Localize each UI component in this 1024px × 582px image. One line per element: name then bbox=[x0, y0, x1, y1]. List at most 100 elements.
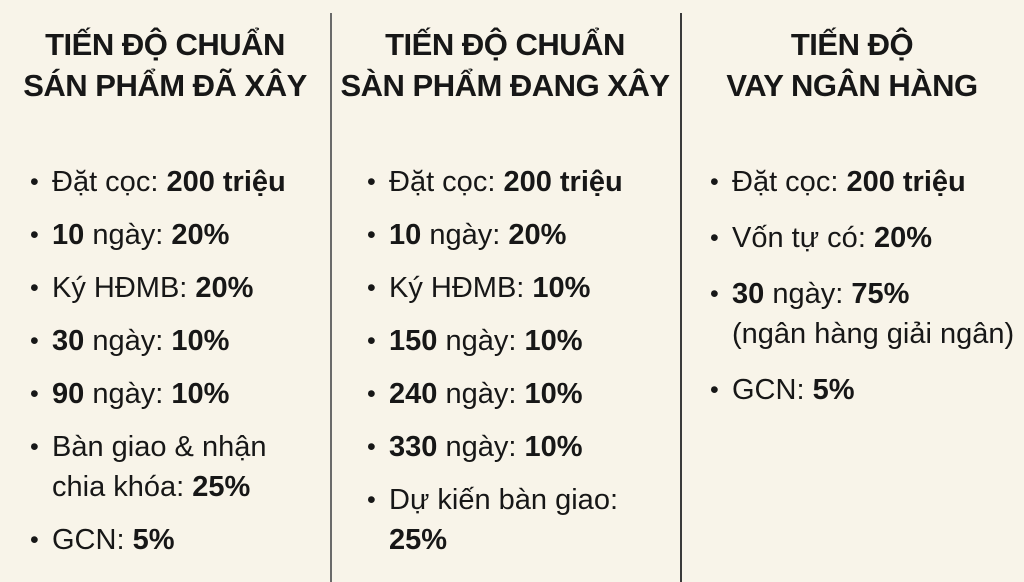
panel-standard-built: TIẾN ĐỘ CHUẨN SÁN PHẨM ĐÃ XÂY • Đặt cọc:… bbox=[0, 0, 330, 582]
schedule-item: • 10 ngày: 20% bbox=[30, 215, 330, 255]
item-number: 240 bbox=[389, 378, 438, 410]
schedule-list: • Đặt cọc: 200 triệu • 10 ngày: 20% • Ký… bbox=[0, 162, 330, 560]
item-number: 150 bbox=[389, 325, 438, 357]
schedule-item: • 30 ngày: 10% bbox=[30, 321, 330, 361]
item-value: 10% bbox=[171, 325, 230, 357]
item-text: Dự kiến bàn giao: 25% bbox=[389, 480, 680, 560]
item-label: ngày: bbox=[772, 278, 844, 310]
item-text: Ký HĐMB: 20% bbox=[52, 268, 330, 308]
item-label: chia khóa: bbox=[52, 471, 185, 503]
item-label: GCN: bbox=[52, 524, 125, 556]
bullet-icon: • bbox=[30, 274, 39, 302]
schedule-item: • Đặt cọc: 200 triệu bbox=[710, 162, 1024, 202]
item-text: GCN: 5% bbox=[732, 370, 1024, 410]
schedule-item: • 240 ngày: 10% bbox=[367, 374, 680, 414]
item-number: 10 bbox=[389, 219, 422, 251]
item-text: 240 ngày: 10% bbox=[389, 374, 680, 414]
schedule-item: • Vốn tự có: 20% bbox=[710, 218, 1024, 258]
panel-bank-loan: TIẾN ĐỘ VAY NGÂN HÀNG • Đặt cọc: 200 tri… bbox=[680, 0, 1024, 582]
item-label: ngày: bbox=[92, 325, 164, 357]
item-line-2: chia khóa: 25% bbox=[52, 467, 330, 507]
title-line-2: VAY NGÂN HÀNG bbox=[726, 68, 978, 103]
item-text: 150 ngày: 10% bbox=[389, 321, 680, 361]
bullet-icon: • bbox=[30, 380, 39, 408]
item-value: 10% bbox=[524, 431, 583, 463]
item-value: 10% bbox=[524, 325, 583, 357]
item-line-1: Dự kiến bàn giao: bbox=[389, 480, 680, 520]
item-number: 330 bbox=[389, 431, 438, 463]
schedule-list: • Đặt cọc: 200 triệu • 10 ngày: 20% • Ký… bbox=[330, 162, 680, 560]
item-text: 10 ngày: 20% bbox=[52, 215, 330, 255]
item-line-1: Bàn giao & nhận bbox=[52, 427, 330, 467]
item-value: 10% bbox=[532, 272, 591, 304]
item-value: 20% bbox=[171, 219, 230, 251]
item-label: ngày: bbox=[445, 431, 517, 463]
column-divider-1 bbox=[330, 13, 332, 582]
bullet-icon: • bbox=[710, 168, 719, 196]
item-value: 200 triệu bbox=[846, 166, 966, 198]
schedule-item: • Ký HĐMB: 10% bbox=[367, 268, 680, 308]
item-value: 75% bbox=[851, 278, 910, 310]
item-label: Ký HĐMB: bbox=[52, 272, 188, 304]
item-text: 10 ngày: 20% bbox=[389, 215, 680, 255]
item-value: 5% bbox=[132, 524, 175, 556]
column-divider-2 bbox=[680, 13, 682, 582]
bullet-icon: • bbox=[30, 327, 39, 355]
item-note: (ngân hàng giải ngân) bbox=[732, 318, 1015, 350]
bullet-icon: • bbox=[710, 376, 719, 404]
schedule-item: • 150 ngày: 10% bbox=[367, 321, 680, 361]
bullet-icon: • bbox=[30, 433, 39, 461]
item-line-1: 30 ngày: 75% bbox=[732, 274, 1024, 314]
bullet-icon: • bbox=[367, 380, 376, 408]
item-value: 200 triệu bbox=[166, 166, 286, 198]
panel-title: TIẾN ĐỘ VAY NGÂN HÀNG bbox=[680, 24, 1024, 106]
item-number: 30 bbox=[732, 278, 765, 310]
schedule-item: • 10 ngày: 20% bbox=[367, 215, 680, 255]
panel-title: TIẾN ĐỘ CHUẨN SÀN PHẨM ĐANG XÂY bbox=[330, 24, 680, 106]
schedule-item: • 90 ngày: 10% bbox=[30, 374, 330, 414]
item-line-2: (ngân hàng giải ngân) bbox=[732, 314, 1024, 354]
item-label: Bàn giao & nhận bbox=[52, 431, 267, 463]
item-text: Ký HĐMB: 10% bbox=[389, 268, 680, 308]
item-value: 20% bbox=[508, 219, 567, 251]
item-label: Dự kiến bàn giao: bbox=[389, 484, 618, 516]
item-number: 10 bbox=[52, 219, 85, 251]
item-text: 30 ngày: 75% (ngân hàng giải ngân) bbox=[732, 274, 1024, 354]
item-text: Đặt cọc: 200 triệu bbox=[389, 162, 680, 202]
item-number: 30 bbox=[52, 325, 85, 357]
item-label: ngày: bbox=[429, 219, 501, 251]
item-text: 330 ngày: 10% bbox=[389, 427, 680, 467]
item-value: 200 triệu bbox=[503, 166, 623, 198]
bullet-icon: • bbox=[30, 168, 39, 196]
title-line-2: SÀN PHẨM ĐANG XÂY bbox=[340, 68, 670, 103]
bullet-icon: • bbox=[710, 280, 719, 308]
item-value: 20% bbox=[195, 272, 254, 304]
schedule-item: • 330 ngày: 10% bbox=[367, 427, 680, 467]
schedule-list: • Đặt cọc: 200 triệu • Vốn tự có: 20% • … bbox=[680, 162, 1024, 410]
item-label: ngày: bbox=[445, 325, 517, 357]
item-value: 25% bbox=[192, 471, 251, 503]
title-line-1: TIẾN ĐỘ CHUẨN bbox=[45, 27, 285, 62]
panel-title: TIẾN ĐỘ CHUẨN SÁN PHẨM ĐÃ XÂY bbox=[0, 24, 330, 106]
bullet-icon: • bbox=[30, 526, 39, 554]
schedule-item: • Bàn giao & nhận chia khóa: 25% bbox=[30, 427, 330, 507]
item-label: Đặt cọc: bbox=[52, 166, 159, 198]
item-number: 90 bbox=[52, 378, 85, 410]
bullet-icon: • bbox=[367, 221, 376, 249]
item-label: Đặt cọc: bbox=[389, 166, 496, 198]
item-text: Bàn giao & nhận chia khóa: 25% bbox=[52, 427, 330, 507]
item-text: Đặt cọc: 200 triệu bbox=[52, 162, 330, 202]
item-value: 10% bbox=[524, 378, 583, 410]
item-text: Đặt cọc: 200 triệu bbox=[732, 162, 1024, 202]
item-label: Đặt cọc: bbox=[732, 166, 839, 198]
bullet-icon: • bbox=[367, 274, 376, 302]
item-label: Vốn tự có: bbox=[732, 222, 866, 254]
item-text: 90 ngày: 10% bbox=[52, 374, 330, 414]
bullet-icon: • bbox=[710, 224, 719, 252]
item-value: 20% bbox=[873, 222, 932, 254]
bullet-icon: • bbox=[367, 168, 376, 196]
title-line-2: SÁN PHẨM ĐÃ XÂY bbox=[23, 68, 307, 103]
schedule-item: • GCN: 5% bbox=[30, 520, 330, 560]
item-value: 25% bbox=[389, 524, 448, 556]
